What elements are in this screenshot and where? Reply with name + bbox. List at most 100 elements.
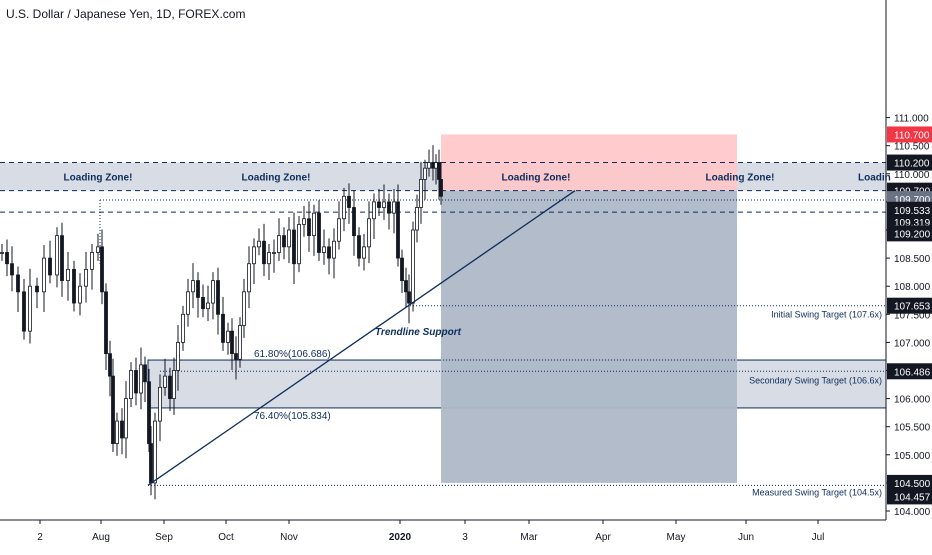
price-badge-label-8: 106.486	[894, 367, 931, 378]
candle-body-33	[168, 375, 172, 399]
y-tick-label-3: 105.500	[894, 423, 931, 434]
y-tick-label-0: 104.000	[894, 507, 931, 518]
candle-body-17	[100, 246, 104, 293]
candle-body-32	[163, 375, 167, 388]
candle-body-18	[104, 291, 108, 355]
y-tick-label-13: 110.500	[894, 142, 930, 153]
candle-body-10	[60, 235, 64, 281]
price-badge-label-7: 107.653	[894, 302, 931, 313]
candle-body-85	[415, 207, 419, 231]
candle-body-89	[431, 162, 435, 169]
candle-body-70	[347, 195, 351, 208]
candle-body-86	[419, 179, 423, 208]
candle-body-40	[201, 297, 205, 310]
candle-body-48	[238, 325, 242, 360]
x-tick-label-0: 2	[37, 532, 43, 543]
candle-body-80	[396, 201, 400, 259]
y-tick-label-4: 106.000	[894, 395, 931, 406]
candle-body-62	[307, 218, 311, 237]
price-badge-label-6: 109.200	[894, 229, 931, 240]
candle-body-79	[392, 201, 396, 214]
x-tick-label-3: Oct	[218, 532, 234, 543]
candle-body-9	[55, 235, 59, 276]
x-tick-label-4: Nov	[280, 532, 298, 543]
candle-body-74	[367, 218, 371, 248]
fib-618-label: 61.80%(106.686)	[254, 349, 331, 360]
candle-body-55	[272, 252, 276, 254]
candle-body-4	[22, 291, 26, 332]
price-badge-1	[887, 154, 932, 171]
candle-body-43	[216, 280, 220, 315]
candle-body-46	[230, 330, 234, 355]
take-profit-box	[441, 190, 737, 483]
fib-764-label: 76.40%(105.834)	[254, 411, 331, 422]
candle-body-54	[267, 252, 271, 265]
candle-body-41	[206, 302, 210, 310]
candle-body-88	[427, 162, 431, 169]
candle-body-84	[411, 229, 415, 304]
candle-body-64	[317, 212, 321, 253]
candle-body-25	[134, 370, 138, 394]
candle-body-26	[139, 364, 143, 394]
candle-body-51	[252, 246, 256, 265]
candle-body-82	[404, 280, 408, 293]
y-tick-label-14: 111.000	[894, 114, 929, 125]
candle-body-66	[327, 246, 331, 259]
candle-body-44	[221, 313, 225, 343]
candle-body-34	[172, 370, 176, 400]
candle-body-61	[302, 218, 306, 225]
candle-body-49	[242, 291, 246, 326]
secondary-target-label: Secondary Swing Target (106.6x)	[749, 375, 882, 385]
price-badge-label-10: 104.457	[894, 492, 931, 503]
price-badge-0	[887, 126, 932, 143]
x-tick-label-8: Apr	[595, 532, 611, 543]
y-tick-label-7: 107.500	[894, 310, 931, 321]
candle-body-91	[437, 162, 441, 180]
candle-body-71	[352, 207, 356, 237]
candle-body-13	[78, 285, 82, 304]
x-tick-label-7: Mar	[520, 532, 538, 543]
y-tick-label-6: 107.000	[894, 338, 931, 349]
candle-body-31	[158, 386, 162, 422]
price-badge-9	[887, 474, 932, 491]
loading-zone-label-0: Loading Zone!	[64, 173, 133, 184]
y-tick-label-2: 105.000	[894, 451, 931, 462]
candle-body-27	[143, 364, 147, 383]
x-tick-label-9: May	[667, 532, 686, 543]
x-tick-label-2: Sep	[155, 532, 173, 543]
candle-body-58	[287, 229, 291, 248]
initial-target-label: Initial Swing Target (107.6x)	[771, 310, 882, 320]
candle-body-6	[35, 285, 39, 293]
candle-body-57	[282, 235, 286, 248]
loading-zone-label-2: Loading Zone!	[502, 173, 571, 184]
candle-body-20	[111, 375, 115, 444]
candle-body-59	[292, 229, 296, 265]
loading-zone-label-1: Loading Zone!	[242, 173, 311, 184]
candle-body-73	[362, 246, 366, 259]
candle-body-29	[149, 443, 153, 484]
candle-body-19	[108, 353, 112, 377]
candle-body-53	[262, 240, 266, 265]
y-tick-label-9: 108.500	[894, 254, 931, 265]
candle-body-90	[434, 162, 438, 169]
candle-body-0	[0, 252, 4, 254]
candle-body-1	[5, 252, 9, 265]
y-tick-label-8: 108.000	[894, 282, 931, 293]
candle-body-12	[72, 268, 76, 304]
price-badge-10	[887, 488, 932, 505]
candle-body-42	[211, 280, 215, 304]
measured-target-label: Measured Swing Target (104.5x)	[752, 487, 882, 497]
price-badge-label-4: 109.533	[894, 206, 931, 217]
candle-body-78	[387, 201, 391, 214]
candle-body-50	[247, 263, 251, 293]
price-badge-7	[887, 297, 932, 314]
chart-title: U.S. Dollar / Japanese Yen, 1D, FOREX.co…	[6, 7, 246, 21]
candle-body-30	[153, 420, 157, 484]
candle-body-83	[407, 291, 411, 304]
candle-body-69	[342, 195, 346, 220]
price-badge-label-9: 104.500	[894, 479, 931, 490]
candle-body-36	[181, 313, 185, 343]
candle-body-63	[312, 212, 316, 237]
